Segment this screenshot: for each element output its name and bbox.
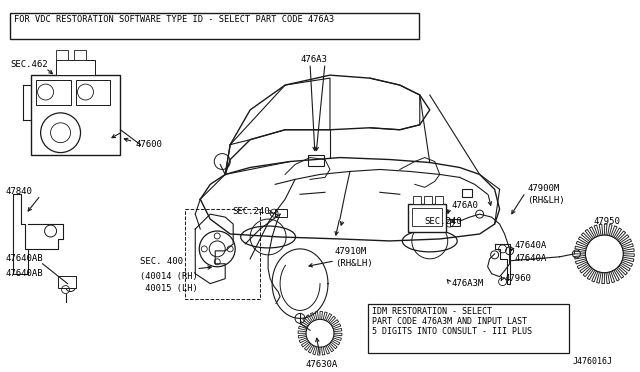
Bar [58,276,76,288]
Text: SEC.240: SEC.240 [232,207,270,216]
Text: 47640AB: 47640AB [6,269,44,278]
Text: J476016J: J476016J [572,357,612,366]
Text: (RH&LH): (RH&LH) [335,259,372,268]
Text: 47960: 47960 [504,274,531,283]
Text: 47640A: 47640A [515,241,547,250]
Text: 47640A: 47640A [515,254,547,263]
Bar [56,50,68,60]
Text: 40015 (LH): 40015 (LH) [140,283,198,293]
Text: 47840: 47840 [6,187,33,196]
Bar [56,60,95,75]
Text: 476A3M: 476A3M [452,279,484,288]
Bar [186,209,260,298]
Bar [408,204,445,232]
Bar [412,208,442,226]
Bar [36,80,70,105]
Text: 47630A: 47630A [305,360,337,369]
Bar [74,50,86,60]
Bar [435,196,443,204]
Text: SEC. 400: SEC. 400 [140,257,184,266]
Text: 476A0: 476A0 [452,201,479,210]
Text: SEC.240: SEC.240 [425,217,462,226]
Bar [275,209,287,217]
Bar [461,189,472,197]
Text: 47640AB: 47640AB [6,254,44,263]
Bar [10,13,419,39]
Bar [368,304,569,353]
Text: 47600: 47600 [136,140,163,149]
Bar [31,75,120,155]
Bar [424,196,432,204]
Text: SEC.462: SEC.462 [11,60,48,69]
Text: 47950: 47950 [593,217,620,226]
Bar [450,219,460,226]
Text: 476A3: 476A3 [300,55,327,64]
Bar [76,80,111,105]
Text: (40014 (RH): (40014 (RH) [140,272,198,281]
Text: 47910M: 47910M [335,247,367,256]
Text: (RH&LH): (RH&LH) [527,196,565,205]
Bar [308,155,324,167]
Bar [413,196,420,204]
Text: FOR VDC RESTORATION SOFTWARE TYPE ID - SELECT PART CODE 476A3: FOR VDC RESTORATION SOFTWARE TYPE ID - S… [14,15,335,24]
Text: IDM RESTORATION - SELECT
PART CODE 476A3M AND INPUT LAST
5 DIGITS INTO CONSULT -: IDM RESTORATION - SELECT PART CODE 476A3… [372,307,532,336]
Text: 47900M: 47900M [527,185,560,193]
